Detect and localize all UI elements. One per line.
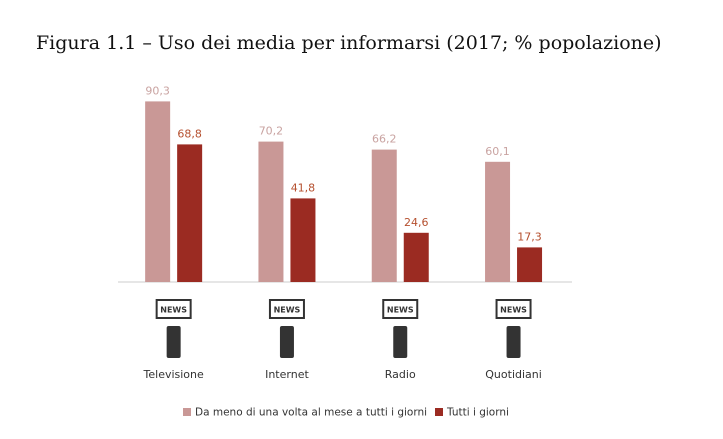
bar — [485, 161, 511, 282]
bar — [517, 247, 543, 282]
chart-title: Figura 1.1 – Uso dei media per informars… — [36, 32, 662, 54]
legend-swatch — [435, 408, 443, 416]
category-label: Quotidiani — [485, 368, 542, 381]
value-label: 17,3 — [517, 230, 542, 243]
icon-frame — [268, 299, 305, 319]
legend-label: Tutti i giorni — [446, 407, 509, 419]
bar — [403, 232, 429, 282]
icon-text: NEWS — [387, 306, 414, 315]
value-label: 24,6 — [404, 216, 429, 229]
icon-frame — [155, 299, 192, 319]
icon-device — [279, 326, 294, 358]
bar — [371, 149, 397, 282]
icon-text: NEWS — [160, 306, 187, 315]
bar — [145, 101, 171, 283]
legend-label: Da meno di una volta al mese a tutti i g… — [195, 407, 427, 419]
icon-device — [393, 326, 408, 358]
icon-text: NEWS — [500, 306, 527, 315]
bar — [290, 198, 316, 282]
value-label: 66,2 — [372, 133, 397, 146]
category-label: Internet — [265, 368, 309, 381]
legend-swatch — [183, 408, 191, 416]
value-label: 90,3 — [145, 84, 170, 97]
value-label: 41,8 — [291, 181, 316, 194]
value-label: 70,2 — [259, 125, 284, 138]
category-label: Televisione — [143, 368, 204, 381]
icon-frame — [382, 299, 419, 319]
value-label: 60,1 — [485, 145, 510, 158]
icon-text: NEWS — [274, 306, 301, 315]
bar — [177, 144, 203, 282]
value-label: 68,8 — [177, 127, 202, 140]
icon-device — [506, 326, 521, 358]
bar — [258, 141, 284, 282]
icon-frame — [495, 299, 532, 319]
category-label: Radio — [385, 368, 416, 381]
icon-device — [166, 326, 181, 358]
